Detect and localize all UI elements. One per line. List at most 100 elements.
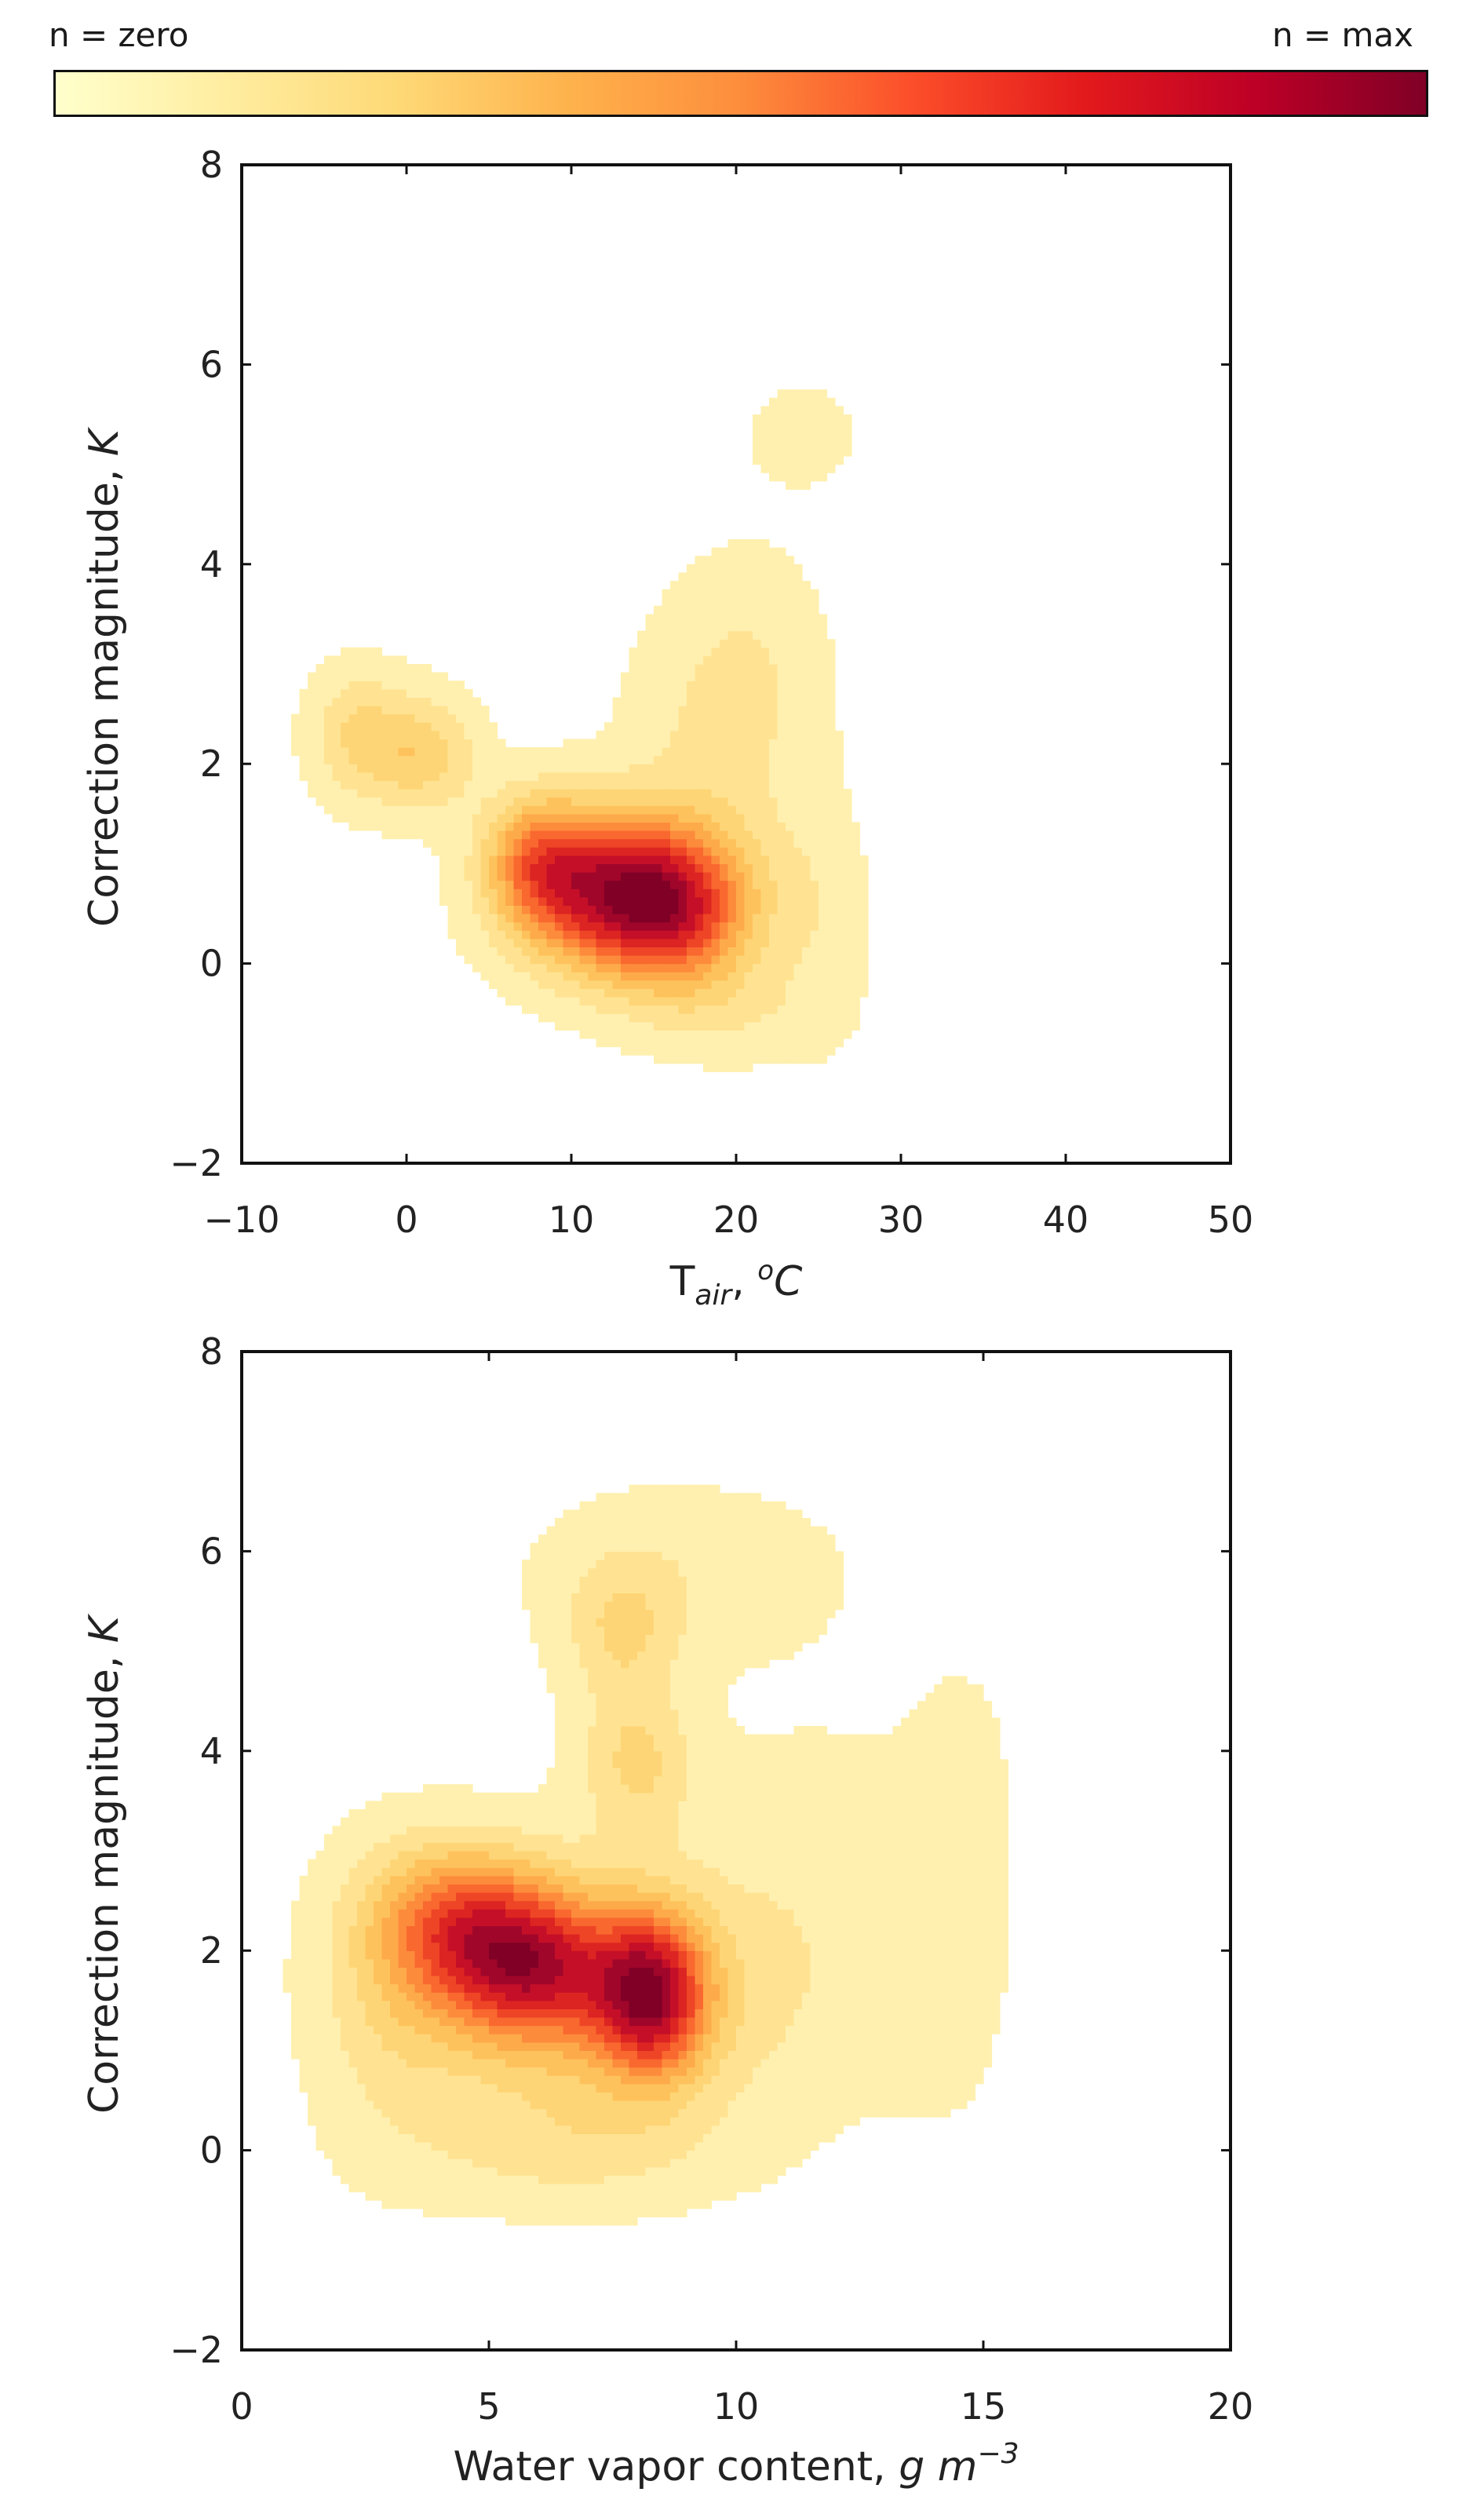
density-cell: [447, 805, 457, 815]
density-cell: [810, 905, 819, 914]
density-cell: [365, 764, 374, 773]
density-cell: [942, 2100, 951, 2110]
density-cell: [513, 764, 523, 773]
density-cell: [687, 713, 696, 723]
density-cell: [826, 464, 836, 473]
density-cell: [530, 905, 539, 914]
density-cell: [571, 2208, 581, 2217]
density-cell: [810, 2017, 819, 2027]
density-cell: [637, 921, 647, 931]
density-cell: [851, 2108, 861, 2118]
density-cell: [283, 1967, 292, 1976]
density-cell: [505, 905, 515, 914]
density-cell: [687, 2125, 696, 2134]
density-cell: [596, 872, 605, 881]
density-cell: [727, 2150, 737, 2159]
density-cell: [835, 1992, 844, 2001]
density-cell: [324, 722, 334, 732]
density-cell: [654, 847, 663, 856]
density-cell: [802, 431, 811, 440]
density-cell: [472, 697, 482, 706]
density-cell: [753, 722, 762, 732]
density-cell: [695, 1055, 704, 1064]
density-cell: [439, 838, 449, 848]
density-cell: [390, 1967, 399, 1976]
density-cell: [802, 963, 811, 972]
density-cell: [793, 1992, 803, 2001]
density-cell: [909, 2009, 918, 2018]
density-cell: [348, 764, 358, 773]
density-cell: [810, 2075, 819, 2085]
density-cell: [703, 888, 713, 898]
density-cell: [374, 789, 383, 798]
density-cell: [637, 2100, 647, 2110]
density-cell: [851, 2050, 861, 2060]
density-cell: [489, 2034, 498, 2043]
density-cell: [662, 921, 671, 931]
density-cell: [513, 2208, 523, 2217]
density-cell: [563, 2050, 572, 2060]
density-cell: [365, 680, 374, 690]
density-cell: [736, 1983, 746, 1993]
density-cell: [563, 2184, 572, 2193]
density-cell: [431, 2041, 440, 2051]
density-cell: [793, 2050, 803, 2060]
density-cell: [769, 805, 778, 815]
density-cell: [760, 713, 770, 723]
density-cell: [390, 2117, 399, 2126]
density-cell: [579, 805, 589, 815]
density-cell: [810, 1976, 819, 1985]
density-cell: [678, 2200, 687, 2209]
density-cell: [826, 980, 836, 989]
density-cell: [678, 863, 687, 873]
density-cell: [760, 2000, 770, 2009]
density-cell: [291, 2034, 301, 2043]
density-cell: [588, 755, 597, 764]
density-cell: [802, 1013, 811, 1023]
density-cell: [472, 863, 482, 873]
density-cell: [695, 597, 704, 607]
density-cell: [555, 888, 564, 898]
density-cell: [769, 880, 778, 889]
density-cell: [711, 963, 720, 972]
density-cell: [480, 730, 490, 739]
density-cell: [291, 1976, 301, 1985]
density-cell: [983, 1992, 993, 2001]
density-cell: [819, 2000, 828, 2009]
density-cell: [760, 688, 770, 698]
density-cell: [819, 1983, 828, 1993]
density-cell: [819, 422, 828, 432]
density-cell: [769, 564, 778, 573]
density-cell: [315, 688, 325, 698]
density-cell: [802, 2075, 811, 2085]
density-cell: [374, 730, 383, 739]
density-cell: [522, 2142, 531, 2151]
density-cell: [736, 1046, 746, 1056]
density-cell: [991, 2000, 1001, 2009]
density-cell: [711, 797, 720, 806]
density-cell: [414, 2000, 424, 2009]
density-cell: [835, 1013, 844, 1023]
density-cell: [596, 2117, 605, 2126]
density-cell: [753, 2142, 762, 2151]
density-cell: [555, 905, 564, 914]
density-cell: [720, 2133, 729, 2143]
density-cell: [695, 830, 704, 840]
density-cell: [678, 772, 687, 781]
density-cell: [711, 1021, 720, 1031]
density-cell: [793, 930, 803, 940]
density-cell: [859, 2075, 869, 2085]
density-cell: [324, 680, 334, 690]
density-cell: [348, 647, 358, 656]
density-cell: [744, 997, 753, 1006]
density-cell: [414, 2200, 424, 2209]
density-cell: [720, 1021, 729, 1031]
density-cell: [678, 697, 687, 706]
density-cell: [374, 2083, 383, 2093]
density-cell: [777, 838, 786, 848]
density-cell: [793, 622, 803, 632]
density-cell: [835, 805, 844, 815]
density-cell: [835, 789, 844, 798]
density-cell: [315, 2009, 325, 2018]
density-cell: [925, 2050, 935, 2060]
